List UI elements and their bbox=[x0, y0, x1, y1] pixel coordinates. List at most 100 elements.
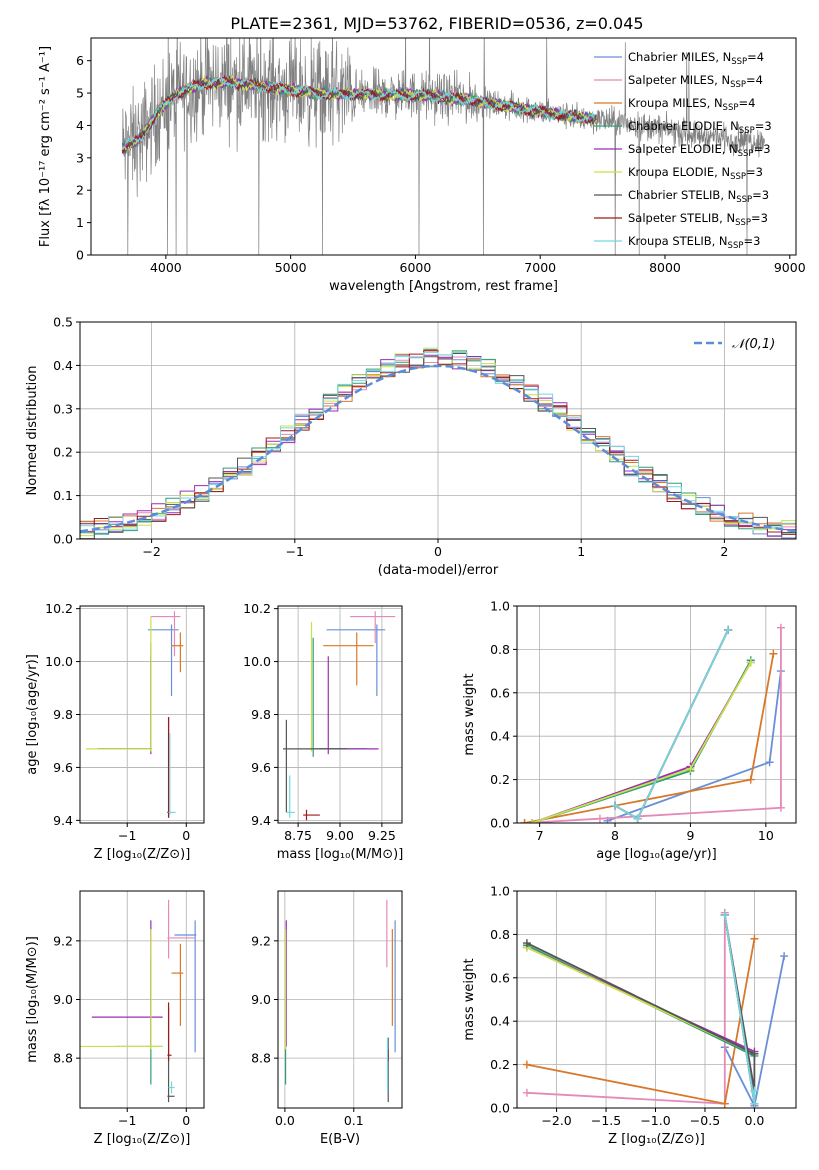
axes-mass_vs_Z: −1 0 8.8 9.0 9.2 Z [log₁₀(Z/Z⊙)] mass [log₁₀(M… bbox=[25, 890, 205, 1147]
y-tick-label: 0.8 bbox=[490, 927, 510, 942]
y-tick-label: 10.2 bbox=[243, 601, 271, 616]
errorbar-salpeter_miles bbox=[350, 611, 396, 644]
plot-content bbox=[522, 908, 789, 1108]
y-tick-label: 0.0 bbox=[490, 816, 510, 831]
x-tick-label: −2 bbox=[142, 544, 160, 559]
axes-age_vs_mass: 8.75 9.00 9.25 9.4 9.6 9.8 10.0 10.2 mass [log₁₀… bbox=[243, 601, 403, 862]
errorbar-kroupa_stelib bbox=[168, 1081, 175, 1094]
y-tick-label: 9.8 bbox=[53, 707, 73, 722]
y-tick-label: 10.0 bbox=[45, 654, 73, 669]
y-tick-label: 3 bbox=[76, 150, 84, 165]
errorbar-salpeter_miles bbox=[150, 611, 181, 657]
legend-entry-salpeter_stelib: Salpeter STELIB, NSSP=3 bbox=[628, 211, 768, 228]
y-tick-label: 0 bbox=[76, 248, 84, 263]
y-tick-label: 0.6 bbox=[490, 970, 510, 985]
y-tick-label: 9.4 bbox=[53, 813, 73, 828]
x-axis-label: age [log₁₀(age/yr)] bbox=[596, 847, 717, 862]
errorbar-salpeter_stelib bbox=[167, 1002, 172, 1062]
axes-frame bbox=[90, 37, 797, 256]
y-tick-label: 0.8 bbox=[490, 642, 510, 657]
y-tick-label: 0.4 bbox=[53, 358, 73, 373]
x-tick-label: 9000 bbox=[774, 260, 806, 275]
weight-marker-salpeter_miles bbox=[522, 1088, 531, 1097]
y-tick-label: 0.4 bbox=[490, 1014, 510, 1029]
axes-weight_vs_Z: −2.0 −1.5 −1.0 −0.5 0.0 0.0 0.2 0.4 0.6 0.8 1.0 Z [… bbox=[462, 884, 797, 1147]
x-tick-label: 0.0 bbox=[745, 1113, 765, 1128]
plot-content bbox=[80, 347, 796, 539]
y-axis-label: mass [log₁₀(M/M⊙)] bbox=[25, 936, 40, 1063]
errorbar-kroupa_stelib bbox=[168, 733, 176, 816]
x-tick-label: 7 bbox=[536, 828, 544, 843]
x-axis-label: Z [log₁₀(Z/Z⊙)] bbox=[94, 847, 191, 862]
x-tick-label: −1.5 bbox=[591, 1113, 621, 1128]
y-tick-label: 5 bbox=[76, 86, 84, 101]
y-tick-label: 2 bbox=[76, 183, 84, 198]
plot-content bbox=[283, 611, 396, 821]
x-tick-label: 2 bbox=[720, 544, 728, 559]
weight-marker-kroupa_stelib bbox=[750, 1086, 759, 1095]
y-tick-label: 10.0 bbox=[243, 654, 271, 669]
figure-title: PLATE=2361, MJD=53762, FIBERID=0536, z=0… bbox=[230, 14, 643, 33]
weight-marker-chabrier_miles bbox=[765, 758, 774, 767]
weight-marker-salpeter_miles bbox=[776, 803, 785, 812]
x-tick-label: −1 bbox=[286, 544, 304, 559]
x-tick-label: 0.0 bbox=[275, 1113, 295, 1128]
weight-marker-kroupa_miles bbox=[522, 1060, 531, 1069]
errorbar-kroupa_elodie bbox=[85, 616, 153, 752]
y-tick-label: 9.0 bbox=[251, 992, 271, 1007]
x-tick-label: 9.25 bbox=[368, 828, 396, 843]
axes-age_vs_Z: −1 0 9.4 9.6 9.8 10.0 10.2 Z [log₁₀(Z/Z⊙)] age [… bbox=[25, 601, 205, 862]
y-tick-label: 1.0 bbox=[490, 599, 510, 614]
weight-marker-kroupa_stelib bbox=[720, 910, 729, 919]
weight-marker-kroupa_miles bbox=[720, 1099, 729, 1108]
legend-entry-chabrier_stelib: Chabrier STELIB, NSSP=3 bbox=[628, 188, 769, 205]
x-tick-label: 9 bbox=[686, 828, 694, 843]
y-tick-label: 4 bbox=[76, 118, 84, 133]
weight-marker-kroupa_miles bbox=[520, 819, 529, 823]
errorbar-salpeter_miles bbox=[167, 899, 196, 959]
y-tick-label: 9.6 bbox=[53, 760, 73, 775]
x-tick-label: 0 bbox=[434, 544, 442, 559]
model-spectrum-kroupa_stelib bbox=[121, 76, 597, 151]
legend-entry-normal: 𝒩(0,1) bbox=[732, 337, 775, 352]
y-tick-label: 0.2 bbox=[490, 1057, 510, 1072]
histogram-salpeter_stelib bbox=[80, 350, 796, 535]
errorbar-chabrier_miles bbox=[147, 624, 179, 696]
axes-frame bbox=[516, 605, 797, 824]
x-tick-label: 6000 bbox=[400, 260, 432, 275]
y-tick-label: 6 bbox=[76, 53, 84, 68]
histogram-kroupa_stelib bbox=[80, 351, 796, 531]
y-tick-label: 0.1 bbox=[53, 488, 73, 503]
y-tick-label: 8.8 bbox=[53, 1051, 73, 1066]
legend-entry-salpeter_miles: Salpeter MILES, NSSP=4 bbox=[628, 73, 763, 90]
x-tick-label: −0.5 bbox=[690, 1113, 720, 1128]
y-tick-label: 8.8 bbox=[251, 1051, 271, 1066]
y-axis-label: Flux [fλ 10⁻¹⁷ erg cm⁻² s⁻¹ A⁻¹] bbox=[38, 46, 53, 247]
x-axis-label: E(B-V) bbox=[320, 1132, 360, 1147]
y-tick-label: 0.0 bbox=[490, 1101, 510, 1116]
x-tick-label: −1 bbox=[118, 1113, 136, 1128]
y-tick-label: 0.2 bbox=[490, 772, 510, 787]
weight-marker-kroupa_stelib bbox=[750, 1099, 759, 1108]
legend-entry-salpeter_elodie: Salpeter ELODIE, NSSP=3 bbox=[628, 142, 771, 159]
weight-marker-kroupa_elodie bbox=[686, 764, 695, 773]
plot-content bbox=[80, 899, 197, 1103]
y-axis-label: mass weight bbox=[462, 958, 477, 1040]
y-axis-label: mass weight bbox=[462, 673, 477, 755]
x-tick-label: 4000 bbox=[150, 260, 182, 275]
errorbar-chabrier_stelib bbox=[283, 719, 347, 813]
plot-content bbox=[85, 611, 184, 818]
axes-mass_vs_EBV: 0.0 0.1 8.8 9.0 9.2 E(B-V) bbox=[251, 890, 403, 1147]
weight-marker-kroupa_elodie bbox=[746, 658, 755, 667]
y-tick-label: 9.8 bbox=[251, 707, 271, 722]
x-tick-label: 5000 bbox=[275, 260, 307, 275]
plot-area bbox=[517, 606, 796, 823]
model-spectrum-salpeter_stelib bbox=[121, 74, 597, 155]
errorbar-chabrier_miles bbox=[174, 920, 197, 1053]
weight-marker-kroupa_miles bbox=[769, 649, 778, 658]
x-tick-label: 8.75 bbox=[284, 828, 312, 843]
weight-line-salpeter_miles bbox=[524, 627, 782, 823]
normal-distribution-curve bbox=[80, 364, 796, 533]
weight-marker-salpeter_miles bbox=[776, 623, 785, 632]
